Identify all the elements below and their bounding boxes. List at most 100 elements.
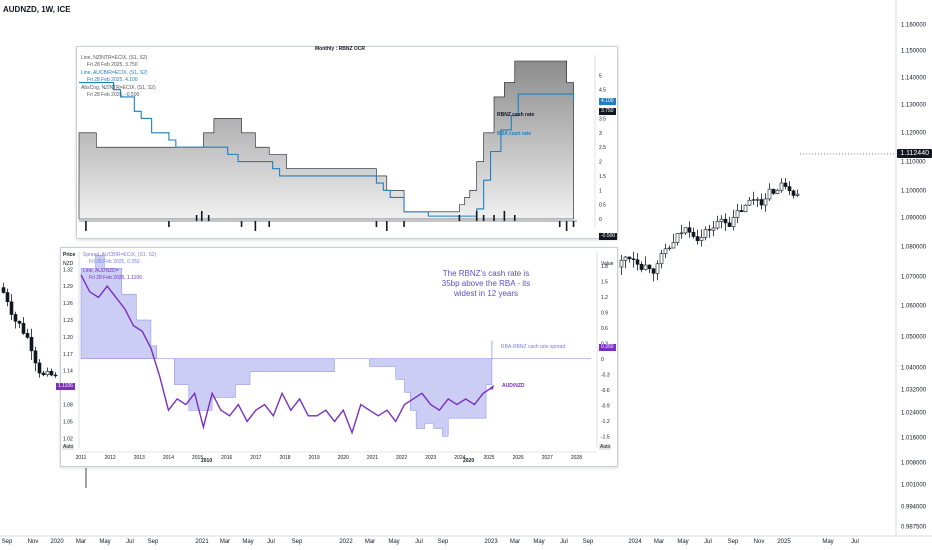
right-auto-button[interactable]: Auto — [599, 444, 612, 450]
annotation-line-2: 35bp above the RBA - its — [441, 279, 531, 288]
left-candle — [45, 370, 50, 376]
spread-legend-name: Spread, AUCBIR=ECIX, (S1, S2) — [83, 252, 157, 258]
time-axis-label: Sep — [148, 539, 159, 545]
x-axis-tick: 2022 — [396, 455, 407, 461]
left-candle — [5, 292, 10, 303]
x-axis-tick: 2013 — [134, 455, 145, 461]
x-axis-tick: 2012 — [105, 455, 116, 461]
annotation-text: The RBNZ's cash rate is 35bp above the R… — [421, 269, 551, 299]
main-axis-tick: 1.160000 — [901, 23, 927, 29]
main-axis-tick: 1.130000 — [901, 103, 927, 109]
right-axis-tick: 1.5 — [601, 279, 608, 285]
change-legend-value: Fri 28 Feb 2025, -0.500 — [87, 92, 140, 98]
right-candle — [711, 227, 716, 231]
time-axis-label: Nov — [28, 539, 39, 545]
left-axis-tick: 1.02 — [63, 436, 73, 442]
time-axis-label: May — [99, 539, 110, 545]
rate-axis-tick: 4.5 — [599, 88, 606, 94]
right-axis-tick: 1.2 — [601, 295, 608, 301]
left-candle — [1, 287, 6, 293]
left-auto-button[interactable]: Auto — [62, 444, 75, 450]
rate-axis-tick: 4 — [599, 102, 602, 108]
main-axis-tick: 1.140000 — [901, 76, 927, 82]
right-candle — [631, 258, 636, 261]
time-axis-label: May — [388, 539, 399, 545]
left-axis-tick: 1.17 — [63, 352, 73, 358]
x-axis-tick: 2020 — [338, 455, 349, 461]
x-axis-tick: 2017 — [250, 455, 261, 461]
x-axis-tick: 2025 — [483, 455, 494, 461]
right-candle — [739, 210, 744, 213]
audnzd-legend-value: Fri 28 Feb 2025, 1.1106 — [89, 275, 142, 281]
change-bar — [385, 221, 388, 231]
time-axis-label: Sep — [728, 539, 739, 545]
rbnz-legend-name: Line, NZINTR=ECIX, (S1, S2) — [81, 55, 148, 61]
rba-legend-name: Line, AUCBIR=ECIX, (S1, S2) — [81, 70, 148, 76]
change-bar — [403, 221, 405, 227]
change-bar — [268, 221, 271, 227]
change-bar — [565, 221, 568, 231]
right-candle — [779, 182, 784, 191]
spread-value-tag: 0.350 — [599, 344, 616, 351]
right-candle — [663, 248, 668, 254]
rba-line — [79, 81, 575, 217]
right-candle — [791, 190, 796, 196]
change-bar — [375, 221, 378, 227]
right-candle — [671, 242, 676, 249]
current-price-tag: 1.112440 — [897, 149, 932, 159]
x-axis-tick: 2019 — [309, 455, 320, 461]
left-candle — [25, 333, 30, 338]
rate-axis-tick: 3 — [599, 131, 602, 137]
change-value-tag: -0.500 — [599, 233, 618, 240]
right-candle — [687, 227, 692, 233]
audnzd-arrow — [488, 384, 494, 390]
change-bar — [168, 221, 170, 227]
left-axis-tick: 1.29 — [63, 284, 73, 290]
right-candle — [659, 253, 664, 265]
right-axis-tick: 0.9 — [601, 310, 608, 316]
main-axis-tick: 1.080000 — [901, 245, 927, 251]
x-axis-tick: 2016 — [221, 455, 232, 461]
right-candle — [623, 256, 628, 261]
right-candle — [699, 236, 704, 241]
left-axis-tick: 1.05 — [63, 419, 73, 425]
right-candle — [751, 199, 756, 201]
right-candle — [643, 264, 648, 270]
rba-legend-value: Fri 28 Feb 2025, 4.100 — [87, 77, 138, 83]
right-candle — [715, 221, 720, 229]
right-candle — [771, 188, 776, 194]
time-axis-label: Jul — [267, 539, 275, 545]
x-axis-tick: 2021 — [367, 455, 378, 461]
main-axis-tick: 1.032000 — [901, 388, 927, 394]
rbnz-area — [78, 60, 574, 220]
time-axis-label: 2020 — [50, 539, 64, 545]
time-axis-label: Jul — [560, 539, 568, 545]
x-axis-tick: 2014 — [163, 455, 174, 461]
main-axis-tick: 1.050000 — [901, 335, 927, 341]
time-axis-label: Jul — [851, 539, 859, 545]
right-candle — [763, 198, 768, 206]
left-candle — [41, 372, 46, 376]
time-axis-label: May — [677, 539, 688, 545]
time-axis-label: Mar — [365, 539, 375, 545]
left-candle — [9, 301, 14, 315]
left-axis-tick: 1.23 — [63, 318, 73, 324]
right-candle — [759, 199, 764, 206]
main-axis-tick: 1.024000 — [901, 411, 927, 417]
right-candle — [695, 236, 700, 241]
main-axis-tick: 1.016000 — [901, 436, 927, 442]
time-axis-label: Jul — [704, 539, 712, 545]
right-candle — [675, 233, 680, 243]
left-candle — [21, 323, 26, 334]
right-axis-tick: 1.8 — [601, 264, 608, 270]
time-axis-label: 2024 — [628, 539, 642, 545]
right-axis-tick: -1.2 — [601, 419, 610, 425]
change-bar — [207, 215, 210, 221]
time-axis-label: Sep — [583, 539, 594, 545]
right-candle — [787, 186, 792, 192]
time-axis-label: May — [242, 539, 253, 545]
time-axis-label: May — [533, 539, 544, 545]
x-axis-tick: 2027 — [542, 455, 553, 461]
time-axis-label: Jul — [126, 539, 134, 545]
